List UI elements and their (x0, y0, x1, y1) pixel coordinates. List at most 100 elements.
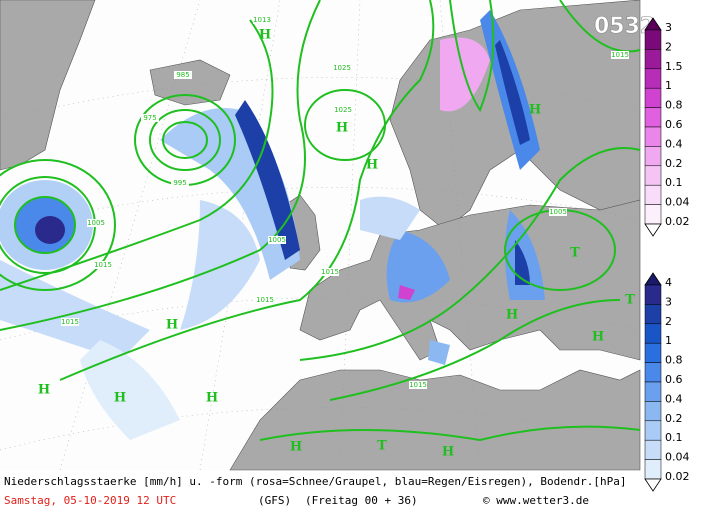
isobar-label: 1015 (256, 296, 274, 304)
legend-swatch (644, 381, 662, 402)
legend-label: 1 (665, 334, 672, 347)
legend-label: 3 (665, 295, 672, 308)
isobar-label-bg (268, 236, 286, 244)
isobar-label-bg (334, 106, 352, 114)
isobar-label: 975 (143, 114, 156, 122)
legend-snow: 3 2 1.5 1 0.8 0.6 0.4 0.2 0.1 0.04 0.02 (644, 17, 690, 237)
legend-label: 3 (665, 21, 672, 34)
high-pressure-label: H (259, 28, 271, 43)
high-pressure-label: H (114, 391, 126, 406)
legend-label: 0.1 (665, 176, 683, 189)
legend-label: 1 (665, 79, 672, 92)
legend-label: 0.02 (665, 470, 690, 483)
high-pressure-label: H (336, 121, 348, 136)
legend-label: 0.4 (665, 392, 683, 405)
isobar-label-bg (61, 318, 79, 326)
legend-label: 0.4 (665, 137, 683, 150)
legend-swatch (644, 362, 662, 383)
isobar-label: 1025 (334, 106, 352, 114)
legend-label: 0.1 (665, 431, 683, 444)
isobar-label: 1015 (321, 268, 339, 276)
legend-swatch (644, 165, 662, 186)
caption-credit: © www.wetter3.de (483, 494, 589, 507)
isobar-label: 1013 (253, 16, 271, 24)
isobar-label: 985 (176, 71, 189, 79)
legend-swatch (644, 87, 662, 108)
legend-swatch (644, 126, 662, 147)
legend-label: 0.2 (665, 157, 683, 170)
legend-label: 0.04 (665, 196, 690, 209)
legend-rain: 4 3 2 1 0.8 0.6 0.4 0.2 0.1 0.04 0.02 (644, 272, 690, 492)
legend-swatch (644, 439, 662, 460)
caption-line: Niederschlagsstaerke [mm/h] u. -form (ro… (4, 475, 627, 488)
legend-swatch (644, 420, 662, 441)
legend-swatch (644, 284, 662, 305)
high-pressure-label: H (206, 391, 218, 406)
caption-box (0, 472, 642, 513)
high-pressure-label: H (592, 330, 604, 345)
low-pressure-label: T (377, 439, 387, 454)
legend-swatch (644, 323, 662, 344)
isobar-label-bg (549, 208, 567, 216)
legend-swatch (644, 304, 662, 325)
legend-arrow (644, 478, 662, 492)
isobar-label-bg (141, 114, 159, 122)
isobar-label-bg (171, 179, 189, 187)
isobar-label-bg (321, 268, 339, 276)
legend-label: 2 (665, 315, 672, 328)
isobars (0, 0, 641, 442)
low-pressure-label: T (625, 293, 635, 308)
isobar-label-bg (333, 64, 351, 72)
legend-swatch (644, 68, 662, 89)
isobar-label: 1005 (87, 219, 105, 227)
high-pressure-label: H (442, 445, 454, 460)
isobar-label: 1015 (94, 261, 112, 269)
legend-label: 0.8 (665, 354, 683, 367)
legend-label: 0.02 (665, 215, 690, 228)
caption-run: (Freitag 00 + 36) (305, 494, 418, 507)
high-pressure-label: H (290, 440, 302, 455)
graticule (0, 0, 641, 471)
legend-label: 1.5 (665, 60, 683, 73)
isobar-label: 1015 (611, 51, 629, 59)
legend-label: 0.6 (665, 373, 683, 386)
legend-label: 4 (665, 276, 672, 289)
low-pressure-label: T (570, 246, 580, 261)
caption-model: (GFS) (258, 494, 291, 507)
high-pressure-label: H (166, 318, 178, 333)
legend-label: 0.8 (665, 99, 683, 112)
high-pressure-label: H (38, 383, 50, 398)
legend-swatch (644, 342, 662, 363)
legend-label: 0.6 (665, 118, 683, 131)
legend-swatch (644, 184, 662, 205)
legend-label: 0.2 (665, 412, 683, 425)
legend-swatch (644, 204, 662, 225)
map-labels: H H H H H H H H H H H H T T T 1013 985 975 995 1005 1015 1025… (38, 16, 635, 460)
legend-swatch (644, 459, 662, 480)
isobar-label-bg (253, 16, 271, 24)
isobar-label-bg (174, 71, 192, 79)
isobar-label: 1005 (549, 208, 567, 216)
isobar-label-bg (87, 219, 105, 227)
isobar-label: 1005 (268, 236, 286, 244)
isobar-label-bg (94, 261, 112, 269)
precipitation (0, 10, 545, 440)
high-pressure-label: H (529, 103, 541, 118)
legend-swatch (644, 107, 662, 128)
map-area: H H H H H H H H H H H H T T T 1013 985 975 995 1005 1015 1025… (0, 0, 641, 471)
legend-swatch (644, 49, 662, 70)
caption-date: Samstag, 05-10-2019 12 UTC (4, 494, 176, 507)
isobar-label: 1015 (409, 381, 427, 389)
legend-swatch (644, 29, 662, 50)
legend-swatch (644, 146, 662, 167)
high-pressure-label: H (506, 308, 518, 323)
legend-arrow (644, 223, 662, 237)
isobar-label: 1025 (333, 64, 351, 72)
legend-label: 0.04 (665, 451, 690, 464)
isobar-label-bg (409, 381, 427, 389)
legend-label: 2 (665, 40, 672, 53)
isobar-label-bg (611, 51, 629, 59)
legend-swatch (644, 401, 662, 422)
